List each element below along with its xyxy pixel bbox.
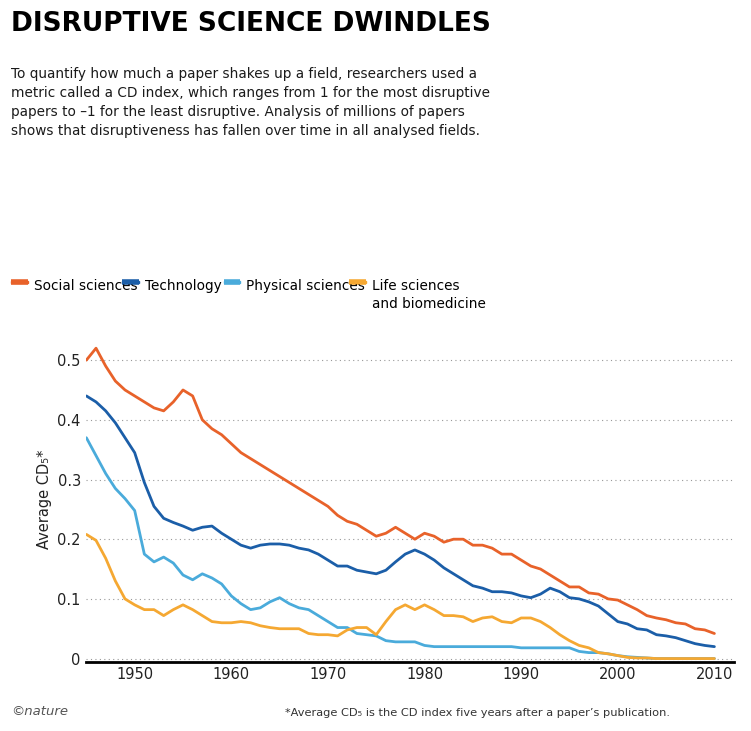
Text: DISRUPTIVE SCIENCE DWINDLES: DISRUPTIVE SCIENCE DWINDLES — [11, 11, 491, 37]
Text: *Average CD₅ is the CD index five years after a paper’s publication.: *Average CD₅ is the CD index five years … — [285, 708, 671, 718]
Text: Social sciences: Social sciences — [34, 279, 137, 293]
Text: ©nature: ©nature — [11, 705, 68, 718]
Text: To quantify how much a paper shakes up a field, researchers used a
metric called: To quantify how much a paper shakes up a… — [11, 67, 490, 138]
Text: Physical sciences: Physical sciences — [246, 279, 365, 293]
Y-axis label: Average CD₅*: Average CD₅* — [37, 449, 52, 549]
Text: Life sciences
and biomedicine: Life sciences and biomedicine — [372, 279, 486, 311]
Text: Technology: Technology — [145, 279, 222, 293]
